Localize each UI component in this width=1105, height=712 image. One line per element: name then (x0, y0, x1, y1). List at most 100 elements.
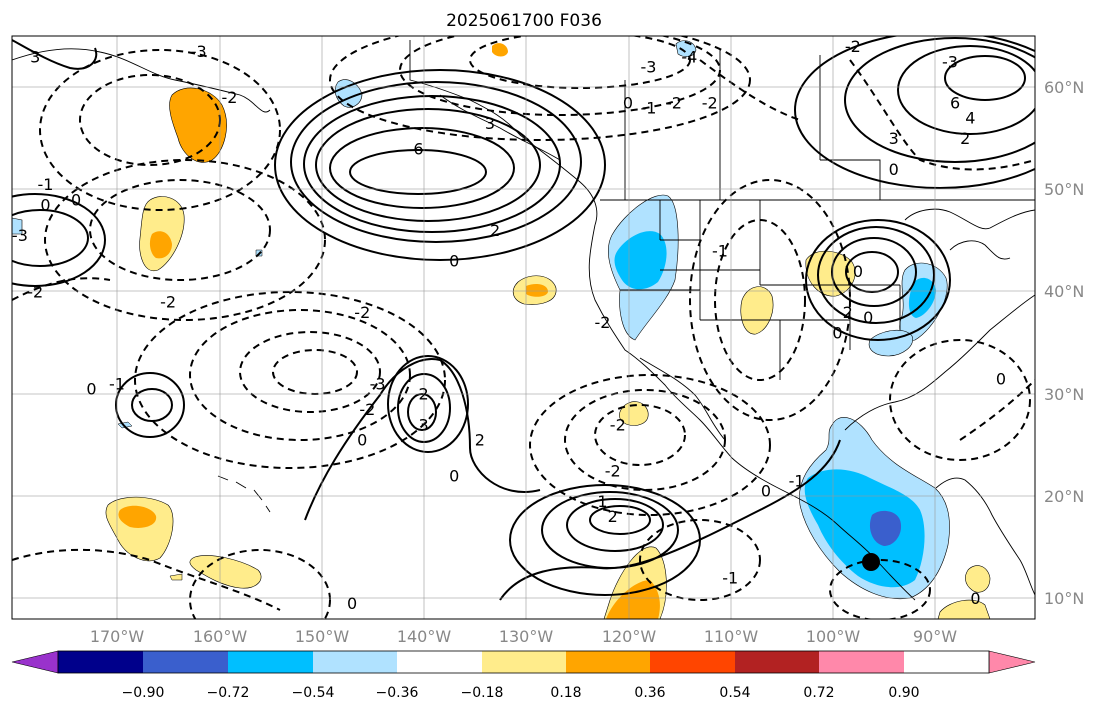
contour-label: 0 (889, 160, 899, 179)
lon-label-140w: 140°W (397, 627, 452, 646)
positive-shade-north-pacific-core (149, 231, 172, 259)
colorbar-tick-7: 0.36 (634, 685, 665, 701)
colorbar-tick-4: −0.36 (376, 685, 419, 701)
lon-label-130w: 130°W (499, 627, 554, 646)
contour-label: -2 (27, 282, 43, 301)
contour-label: 0 (863, 308, 873, 327)
colorbar-tick-1: −0.90 (122, 685, 165, 701)
colorbar-segment-9 (735, 651, 819, 673)
contour-label: 0 (71, 190, 81, 209)
contour-label: -4 (681, 47, 697, 66)
contour-label: 6 (950, 93, 960, 112)
contour-label: 2 (490, 221, 500, 240)
contour-label: -2 (605, 461, 621, 480)
contour-label: 2 (419, 385, 429, 404)
contour-label: 0 (40, 196, 50, 215)
lon-label-160w: 160°W (193, 627, 248, 646)
positive-shade-se-corner (937, 599, 991, 619)
contour-label: 3 (889, 129, 899, 148)
colorbar-tick-2: −0.72 (207, 685, 250, 701)
contour-label: 3 (485, 114, 495, 133)
contour-label: 2 (608, 507, 618, 526)
colorbar-low-extension (11, 650, 59, 674)
colorbar-tick-5: −0.18 (461, 685, 504, 701)
contour-label: -2 (221, 88, 237, 107)
contour-label: -1 (722, 569, 738, 588)
lon-label-90w: 90°W (913, 627, 957, 646)
lat-label-60n: 60°N (1044, 78, 1084, 97)
negative-shade-mexico-core (804, 469, 925, 588)
lon-label-100w: 100°W (806, 627, 861, 646)
contour-label: 1 (597, 492, 607, 511)
colorbar-segment-4 (313, 651, 397, 673)
colorbar-segment-8 (650, 651, 735, 673)
contour-label: -2 (845, 37, 861, 56)
contour-label: -1 (712, 242, 728, 261)
colorbar: −0.90 −0.72 −0.54 −0.36 −0.18 0.18 0.36 … (11, 650, 1036, 701)
contour-label: -1 (109, 374, 125, 393)
contour-label: -2 (702, 93, 718, 112)
contour-label: 0 (449, 252, 459, 271)
contour-label: 0 (86, 379, 96, 398)
colorbar-segment-6 (482, 651, 566, 673)
contour-label: -3 (370, 374, 386, 393)
lat-label-30n: 30°N (1044, 385, 1084, 404)
positive-shade-hawaii-core (118, 505, 157, 528)
contour-label: 0 (970, 589, 980, 608)
contour-label: 4 (965, 109, 975, 128)
negative-shade-mexico-center (869, 510, 902, 546)
positive-shade-alaska-north (492, 43, 508, 57)
negative-shade-west-edge (12, 217, 23, 235)
contour-label: 2 (960, 129, 970, 148)
contour-label: 0 (996, 369, 1006, 388)
negative-shade-great-lakes-core (908, 277, 936, 318)
contour-label: -2 (354, 303, 370, 322)
contour-label: 0 (449, 466, 459, 485)
contour-label: 0 (853, 262, 863, 281)
contour-label: -3 (942, 52, 958, 71)
colorbar-frame (57, 650, 990, 674)
lon-label-120w: 120°W (602, 627, 657, 646)
positive-shade-ne-pacific-core (526, 284, 548, 297)
colorbar-tick-10: 0.90 (888, 685, 919, 701)
colorbar-segment-3 (228, 651, 313, 673)
positive-shade-rockies (740, 286, 774, 335)
contour-label: -2 (594, 313, 610, 332)
positive-shade-pacific-small (169, 573, 183, 581)
contour-label: 2 (475, 431, 485, 450)
colorbar-segment-5 (397, 651, 482, 673)
colorbar-segment-2 (143, 651, 228, 673)
colorbar-tick-9: 0.72 (803, 685, 834, 701)
colorbar-segment-1 (58, 651, 143, 673)
contour-label: 3 (30, 47, 40, 66)
colorbar-segment-7 (566, 651, 650, 673)
contour-label: -2 (610, 415, 626, 434)
contour-label: 2 (843, 303, 853, 322)
storm-center-marker (862, 553, 880, 571)
latitude-labels: 60°N 50°N 40°N 30°N 20°N 10°N (1044, 78, 1084, 608)
coastlines-borders (12, 40, 1035, 601)
contour-label: -1 (37, 175, 53, 194)
lon-label-110w: 110°W (704, 627, 759, 646)
contour-label: 0 (357, 431, 367, 450)
colorbar-tick-8: 0.54 (719, 685, 750, 701)
contour-label: -3 (12, 226, 28, 245)
contour-label: -2 (160, 293, 176, 312)
lon-label-170w: 170°W (90, 627, 145, 646)
lat-label-40n: 40°N (1044, 282, 1084, 301)
positive-shade-south-hawaii (189, 555, 262, 589)
contour-label: -1 (640, 98, 656, 117)
positive-shade-tropical-east (619, 401, 649, 426)
contour-label: -3 (191, 42, 207, 61)
colorbar-high-extension (988, 650, 1036, 674)
contour-label: 0 (347, 594, 357, 613)
contour-label: -2 (666, 93, 682, 112)
contour-label: -1 (789, 471, 805, 490)
longitude-labels: 170°W 160°W 150°W 140°W 130°W 120°W 110°… (90, 627, 957, 646)
colorbar-segment-11 (904, 651, 989, 673)
contour-label: 3 (419, 415, 429, 434)
gridlines (12, 36, 1035, 619)
contour-label: 0 (623, 93, 633, 112)
